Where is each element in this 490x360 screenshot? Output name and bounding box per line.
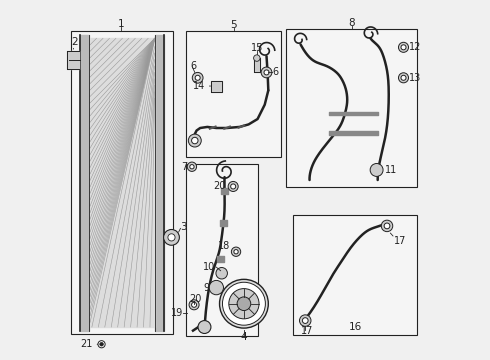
Text: 14: 14: [193, 81, 205, 91]
Circle shape: [187, 162, 196, 171]
Text: 4: 4: [241, 332, 247, 342]
Circle shape: [189, 300, 199, 310]
Text: 17: 17: [394, 236, 406, 246]
Text: 18: 18: [218, 241, 230, 251]
Circle shape: [231, 184, 236, 189]
Text: 20: 20: [190, 294, 202, 304]
Text: 9: 9: [203, 283, 209, 293]
Circle shape: [190, 165, 194, 169]
Circle shape: [384, 223, 390, 229]
Text: 21: 21: [80, 339, 93, 349]
Circle shape: [254, 55, 260, 61]
Circle shape: [198, 320, 211, 333]
Text: 17: 17: [300, 325, 313, 336]
FancyBboxPatch shape: [186, 31, 281, 157]
Circle shape: [192, 137, 198, 144]
Text: 3: 3: [180, 222, 187, 231]
FancyBboxPatch shape: [294, 215, 417, 335]
Circle shape: [229, 289, 259, 319]
FancyBboxPatch shape: [286, 30, 417, 187]
Circle shape: [381, 220, 393, 231]
Text: 19: 19: [171, 309, 183, 318]
Text: 8: 8: [348, 18, 355, 28]
Text: 11: 11: [385, 165, 397, 175]
Circle shape: [192, 302, 196, 307]
Circle shape: [98, 341, 105, 348]
Text: 15: 15: [251, 43, 263, 53]
Circle shape: [401, 75, 406, 80]
Circle shape: [299, 315, 311, 326]
Circle shape: [164, 229, 179, 245]
Text: 16: 16: [349, 322, 362, 332]
Circle shape: [264, 70, 269, 75]
Text: 1: 1: [118, 19, 124, 29]
Circle shape: [398, 73, 409, 83]
Circle shape: [234, 249, 238, 254]
FancyBboxPatch shape: [186, 164, 258, 336]
Circle shape: [370, 163, 383, 176]
Circle shape: [398, 42, 409, 52]
Circle shape: [192, 72, 203, 83]
Circle shape: [168, 234, 175, 241]
Text: 5: 5: [230, 20, 237, 30]
Circle shape: [222, 282, 266, 325]
Circle shape: [237, 297, 251, 311]
Text: 2: 2: [71, 37, 78, 47]
Circle shape: [220, 279, 269, 328]
Circle shape: [209, 280, 223, 295]
Text: 10: 10: [203, 262, 216, 272]
Circle shape: [231, 247, 241, 256]
FancyBboxPatch shape: [71, 31, 173, 334]
Circle shape: [261, 67, 272, 78]
Text: 6: 6: [272, 67, 278, 77]
Text: 12: 12: [409, 42, 421, 52]
Circle shape: [401, 45, 406, 50]
Text: 13: 13: [409, 73, 421, 83]
Circle shape: [188, 134, 201, 147]
Circle shape: [302, 318, 308, 323]
Circle shape: [228, 181, 238, 192]
Text: 6: 6: [191, 61, 196, 71]
Circle shape: [195, 75, 200, 80]
Circle shape: [216, 267, 227, 279]
Text: 7: 7: [181, 162, 188, 172]
Text: 20: 20: [213, 181, 225, 192]
Circle shape: [100, 342, 103, 346]
